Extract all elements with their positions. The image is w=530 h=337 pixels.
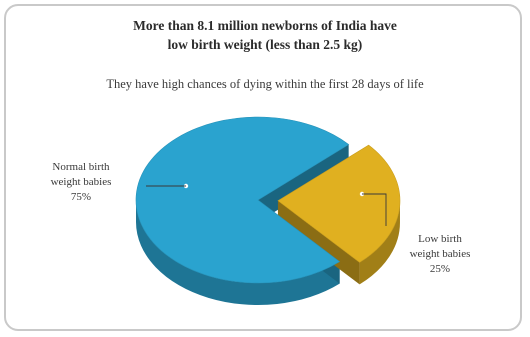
- pie-slice-side-1-0: [359, 200, 400, 285]
- pie-slice-0: [135, 116, 350, 284]
- slice-label-low-line-2: weight babies: [409, 248, 471, 260]
- pie-slice-wall-1-1: [277, 200, 360, 285]
- chart-title-line-2: low birth weight (less than 2.5 kg): [167, 37, 363, 52]
- chart-subtitle: They have high chances of dying within t…: [106, 77, 424, 91]
- chart-title: More than 8.1 million newborns of India …: [0, 16, 530, 54]
- slice-label-normal-line-3: 75%: [70, 191, 92, 203]
- pie-slice-1: [277, 144, 401, 263]
- slice-label-normal-line-1: Normal birth: [52, 161, 110, 173]
- pie-slice-side-0-0: [136, 200, 340, 305]
- slice-label-low-line-1: Low birth: [418, 233, 462, 245]
- slice-label-normal-birth-weight: Normal birth weight babies 75%: [22, 160, 140, 205]
- slice-label-normal-line-2: weight babies: [50, 176, 112, 188]
- slice-label-low-birth-weight: Low birth weight babies 25%: [380, 232, 500, 277]
- slice-label-low-line-3: 25%: [429, 263, 451, 275]
- leader-line-1: [362, 193, 387, 226]
- chart-title-line-1: More than 8.1 million newborns of India …: [133, 18, 397, 33]
